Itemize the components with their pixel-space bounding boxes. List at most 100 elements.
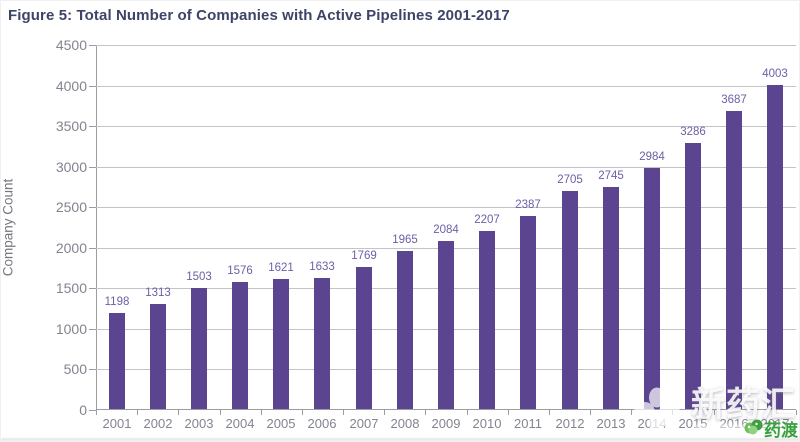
y-tick-label: 4000 bbox=[55, 78, 87, 94]
x-tick-mark bbox=[178, 410, 179, 415]
y-tick-mark bbox=[89, 329, 96, 330]
bar-value-label: 1198 bbox=[104, 296, 130, 308]
x-tick-label: 2013 bbox=[596, 416, 626, 431]
y-tick-label: 2500 bbox=[55, 199, 87, 215]
x-tick-label: 2017 bbox=[760, 416, 790, 431]
x-tick-mark bbox=[343, 410, 344, 415]
bar-2001 bbox=[109, 313, 125, 409]
bar-2008 bbox=[397, 251, 413, 409]
bar-2015 bbox=[685, 143, 701, 409]
bar-value-label: 1576 bbox=[227, 265, 253, 277]
y-axis-line bbox=[96, 45, 97, 410]
x-tick-label: 2004 bbox=[225, 416, 255, 431]
x-tick-label: 2016 bbox=[719, 416, 749, 431]
bar-value-label: 1769 bbox=[351, 250, 377, 262]
x-tick-mark bbox=[796, 410, 797, 415]
y-tick-mark bbox=[89, 288, 96, 289]
x-tick-label: 2014 bbox=[637, 416, 667, 431]
y-tick-mark bbox=[89, 369, 96, 370]
x-tick-label: 2010 bbox=[472, 416, 502, 431]
x-tick-label: 2003 bbox=[184, 416, 214, 431]
gridline bbox=[96, 45, 796, 46]
bar-2011 bbox=[520, 216, 536, 409]
bar-2016 bbox=[726, 111, 742, 409]
bar-2002 bbox=[150, 304, 166, 409]
x-tick-label: 2008 bbox=[390, 416, 420, 431]
bar-value-label: 2207 bbox=[474, 214, 500, 226]
x-tick-label: 2001 bbox=[102, 416, 132, 431]
bar-2005 bbox=[273, 279, 289, 409]
bar-value-label: 3286 bbox=[680, 126, 706, 138]
bar-value-label: 2984 bbox=[639, 151, 665, 163]
y-tick-mark bbox=[89, 86, 96, 87]
x-tick-mark bbox=[137, 410, 138, 415]
y-tick-label: 1500 bbox=[55, 280, 87, 296]
bar-2007 bbox=[356, 267, 372, 409]
x-tick-label: 2011 bbox=[514, 416, 542, 431]
x-tick-mark bbox=[467, 410, 468, 415]
gridline bbox=[96, 207, 796, 208]
plot-area: 0 500 1000 1500 2000 2500 3000 3500 4000 4500 1198… bbox=[56, 37, 797, 431]
bar-2004 bbox=[232, 282, 248, 409]
bar-value-label: 1965 bbox=[392, 234, 418, 246]
bar-2006 bbox=[314, 278, 330, 409]
y-tick-mark bbox=[89, 410, 96, 411]
x-tick-mark bbox=[96, 410, 97, 415]
y-tick-mark bbox=[89, 167, 96, 168]
y-tick-label: 3000 bbox=[55, 159, 87, 175]
x-tick-mark bbox=[631, 410, 632, 415]
y-tick-mark bbox=[89, 207, 96, 208]
y-tick-mark bbox=[89, 126, 96, 127]
x-tick-mark bbox=[425, 410, 426, 415]
y-tick-label: 4500 bbox=[55, 37, 87, 53]
bar-2013 bbox=[603, 187, 619, 409]
gridline bbox=[96, 126, 796, 127]
bar-2003 bbox=[191, 288, 207, 409]
bar-value-label: 2705 bbox=[557, 174, 583, 186]
x-tick-label: 2009 bbox=[431, 416, 461, 431]
y-tick-mark bbox=[89, 248, 96, 249]
x-tick-mark bbox=[302, 410, 303, 415]
x-tick-mark bbox=[384, 410, 385, 415]
figure-title: Figure 5: Total Number of Companies with… bbox=[8, 7, 510, 24]
x-tick-mark bbox=[261, 410, 262, 415]
bar-2009 bbox=[438, 241, 454, 409]
bar-2012 bbox=[562, 191, 578, 409]
x-tick-label: 2005 bbox=[266, 416, 296, 431]
gridline bbox=[96, 86, 796, 87]
x-tick-label: 2006 bbox=[307, 416, 337, 431]
x-tick-mark bbox=[220, 410, 221, 415]
bar-value-label: 1621 bbox=[268, 262, 294, 274]
x-axis-line bbox=[96, 409, 796, 410]
bar-value-label: 1633 bbox=[309, 261, 335, 273]
x-tick-mark bbox=[508, 410, 509, 415]
bottom-edge-strip bbox=[1, 438, 799, 441]
y-tick-label: 0 bbox=[79, 402, 87, 418]
x-tick-label: 2012 bbox=[555, 416, 585, 431]
x-tick-mark bbox=[672, 410, 673, 415]
bar-value-label: 1503 bbox=[186, 271, 212, 283]
y-tick-label: 1000 bbox=[55, 321, 87, 337]
bar-value-label: 4003 bbox=[762, 68, 788, 80]
bar-value-label: 2745 bbox=[598, 170, 624, 182]
bar-value-label: 1313 bbox=[145, 287, 171, 299]
x-tick-mark bbox=[714, 410, 715, 415]
gridline bbox=[96, 167, 796, 168]
y-tick-label: 500 bbox=[63, 361, 87, 377]
x-tick-mark bbox=[549, 410, 550, 415]
y-tick-label: 3500 bbox=[55, 118, 87, 134]
x-tick-label: 2007 bbox=[349, 416, 379, 431]
bar-2017 bbox=[767, 85, 783, 409]
y-axis-title: Company Count bbox=[0, 178, 16, 277]
bar-value-label: 2084 bbox=[433, 224, 459, 236]
bar-value-label: 2387 bbox=[515, 199, 541, 211]
x-tick-label: 2002 bbox=[143, 416, 173, 431]
x-tick-mark bbox=[590, 410, 591, 415]
x-tick-label: 2015 bbox=[678, 416, 708, 431]
x-tick-mark bbox=[755, 410, 756, 415]
bar-2010 bbox=[479, 231, 495, 409]
y-tick-label: 2000 bbox=[55, 240, 87, 256]
bar-2014 bbox=[644, 168, 660, 409]
bar-value-label: 3687 bbox=[721, 94, 747, 106]
